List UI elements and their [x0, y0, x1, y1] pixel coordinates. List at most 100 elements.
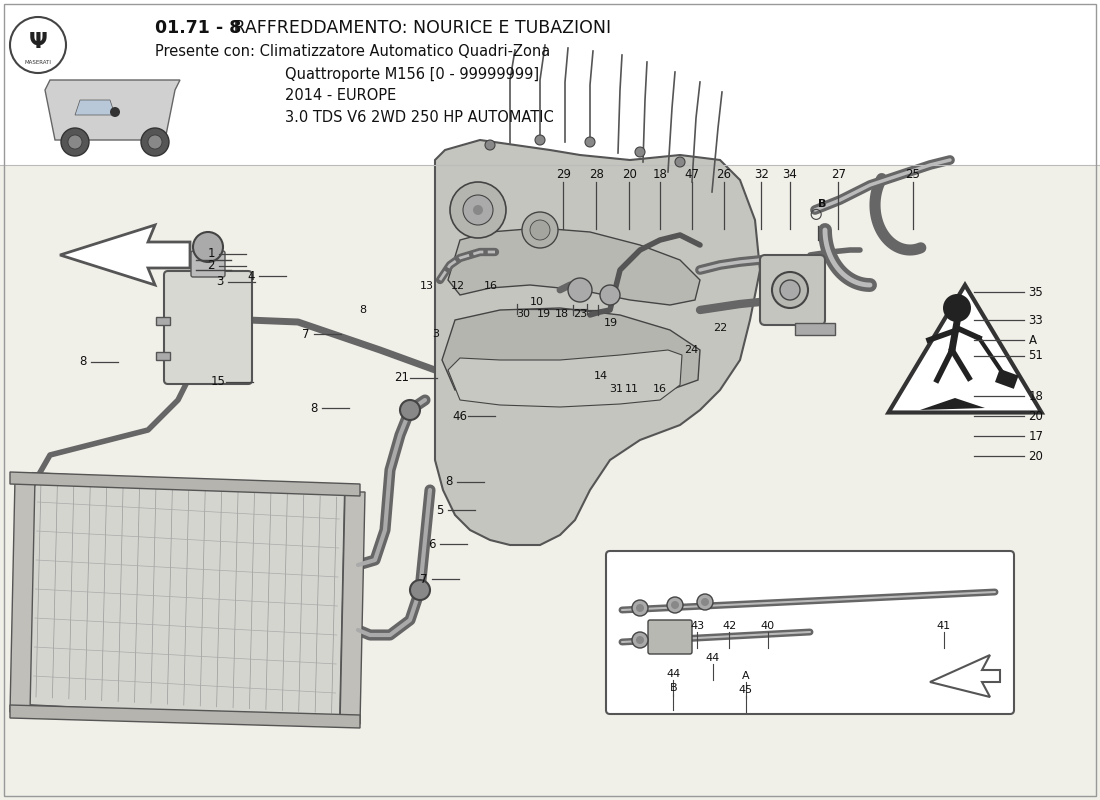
Circle shape [148, 135, 162, 149]
Bar [0, 165, 1100, 800]
Circle shape [485, 140, 495, 150]
Circle shape [635, 147, 645, 157]
Text: 7: 7 [302, 328, 309, 341]
Text: 40: 40 [761, 621, 774, 630]
Text: 41: 41 [937, 621, 950, 630]
Text: Ψ: Ψ [29, 32, 47, 52]
Text: 35: 35 [1028, 286, 1043, 298]
Text: 3.0 TDS V6 2WD 250 HP AUTOMATIC: 3.0 TDS V6 2WD 250 HP AUTOMATIC [285, 110, 553, 126]
Circle shape [568, 278, 592, 302]
Polygon shape [10, 472, 360, 496]
Circle shape [530, 220, 550, 240]
Text: 3: 3 [217, 275, 223, 288]
FancyBboxPatch shape [191, 251, 225, 277]
Text: 8: 8 [360, 306, 366, 315]
Polygon shape [340, 492, 365, 724]
Circle shape [400, 400, 420, 420]
Circle shape [675, 157, 685, 167]
Text: 8: 8 [79, 355, 86, 368]
Text: 3: 3 [432, 330, 439, 339]
Text: 6: 6 [429, 538, 436, 550]
Text: 14: 14 [594, 371, 607, 381]
FancyBboxPatch shape [606, 551, 1014, 714]
Circle shape [473, 205, 483, 215]
Text: 16: 16 [653, 384, 667, 394]
Circle shape [636, 636, 644, 644]
Polygon shape [448, 350, 682, 407]
Circle shape [410, 580, 430, 600]
Text: 47: 47 [684, 168, 700, 181]
Text: 2014 - EUROPE: 2014 - EUROPE [285, 89, 396, 103]
Circle shape [632, 632, 648, 648]
Text: 16: 16 [484, 282, 497, 291]
Text: 42: 42 [723, 621, 736, 630]
Text: 13: 13 [420, 282, 433, 291]
Text: 25: 25 [905, 168, 921, 181]
Text: Presente con: Climatizzatore Automatico Quadri-Zona: Presente con: Climatizzatore Automatico … [155, 45, 550, 59]
Text: 31: 31 [609, 384, 623, 394]
Polygon shape [10, 705, 360, 728]
Circle shape [667, 597, 683, 613]
Text: 28: 28 [588, 168, 604, 181]
Text: 45: 45 [739, 686, 752, 695]
Polygon shape [889, 285, 1042, 413]
Text: 21: 21 [394, 371, 409, 384]
Text: 27: 27 [830, 168, 846, 181]
Text: 23: 23 [573, 310, 586, 319]
Text: 18: 18 [652, 168, 668, 181]
Text: 17: 17 [1028, 430, 1044, 442]
Text: B: B [817, 199, 826, 209]
Text: 30: 30 [517, 310, 530, 319]
Text: MASERATI: MASERATI [24, 61, 52, 66]
Text: 2: 2 [208, 259, 214, 272]
Circle shape [60, 128, 89, 156]
FancyBboxPatch shape [648, 620, 692, 654]
Text: B: B [670, 683, 676, 693]
Text: 51: 51 [1028, 350, 1044, 362]
Circle shape [632, 600, 648, 616]
Circle shape [10, 17, 66, 73]
Bar [996, 369, 1019, 389]
Text: A: A [1028, 334, 1036, 346]
Circle shape [192, 232, 223, 262]
Text: 46: 46 [452, 410, 468, 422]
Circle shape [450, 182, 506, 238]
Circle shape [772, 272, 808, 308]
Text: 22: 22 [714, 323, 727, 333]
Text: 20: 20 [1028, 410, 1044, 422]
Circle shape [600, 285, 620, 305]
Text: 01.71 - 8: 01.71 - 8 [155, 19, 241, 37]
Text: 20: 20 [621, 168, 637, 181]
Bar [156, 317, 170, 325]
Circle shape [535, 135, 544, 145]
Text: 33: 33 [1028, 314, 1043, 326]
Text: 32: 32 [754, 168, 769, 181]
Circle shape [68, 135, 82, 149]
Circle shape [110, 107, 120, 117]
Text: 4: 4 [248, 270, 254, 282]
Text: 7: 7 [420, 573, 427, 586]
FancyBboxPatch shape [760, 255, 825, 325]
Circle shape [943, 294, 971, 322]
Text: 8: 8 [310, 402, 317, 414]
Polygon shape [28, 473, 345, 722]
Text: 34: 34 [782, 168, 797, 181]
Text: 10: 10 [530, 298, 543, 307]
Text: 12: 12 [451, 282, 464, 291]
Text: 43: 43 [691, 621, 704, 630]
Circle shape [671, 601, 679, 609]
Polygon shape [448, 228, 700, 305]
Circle shape [141, 128, 169, 156]
Text: A: A [742, 671, 749, 681]
Text: 5: 5 [437, 504, 443, 517]
Polygon shape [60, 225, 190, 285]
Text: 29: 29 [556, 168, 571, 181]
Text: 11: 11 [625, 384, 638, 394]
Circle shape [463, 195, 493, 225]
Polygon shape [920, 398, 984, 410]
Bar [156, 352, 170, 360]
Text: 18: 18 [1028, 390, 1044, 402]
Text: 1: 1 [208, 247, 214, 260]
Bar [0, 0, 1100, 165]
Circle shape [780, 280, 800, 300]
